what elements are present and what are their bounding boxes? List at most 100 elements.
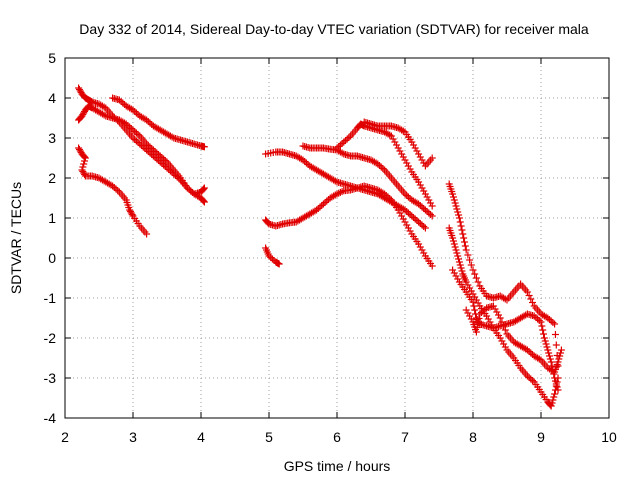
data-point <box>474 278 482 286</box>
data-point <box>450 196 458 204</box>
series-arc-d <box>75 144 151 238</box>
data-point <box>129 106 137 114</box>
data-point <box>382 192 390 199</box>
data-point <box>336 188 344 196</box>
data-point <box>449 237 457 245</box>
data-point <box>404 224 412 232</box>
data-point <box>79 111 87 118</box>
data-point <box>119 99 127 107</box>
data-point <box>406 211 414 218</box>
data-point <box>421 224 429 232</box>
data-point <box>126 123 134 131</box>
data-point <box>81 157 89 165</box>
data-point <box>408 138 416 146</box>
data-point <box>453 249 461 257</box>
data-point <box>496 314 504 322</box>
data-point <box>553 383 561 391</box>
data-point <box>301 158 309 165</box>
series-arc-c <box>109 94 208 151</box>
data-point <box>80 109 88 117</box>
data-point <box>158 160 166 167</box>
data-point <box>535 317 543 324</box>
x-tick-label: 5 <box>265 429 273 445</box>
data-point <box>155 151 162 158</box>
data-point <box>200 184 208 192</box>
data-point <box>302 159 310 167</box>
data-point <box>76 147 84 155</box>
data-point <box>551 374 559 382</box>
data-point <box>146 143 154 151</box>
data-point <box>540 334 548 342</box>
data-point <box>449 266 457 274</box>
data-point <box>529 377 536 384</box>
data-point <box>117 98 125 105</box>
data-point <box>374 160 382 168</box>
data-point <box>427 211 434 218</box>
y-tick-label: 3 <box>48 130 56 146</box>
y-tick-label: 4 <box>48 90 56 106</box>
series-arc-i <box>262 182 436 270</box>
data-point <box>458 267 466 275</box>
data-point <box>141 145 149 152</box>
data-point <box>549 396 557 404</box>
data-point <box>136 140 144 148</box>
data-point <box>464 309 472 317</box>
data-point <box>525 348 533 355</box>
data-point <box>466 256 474 264</box>
data-point <box>471 306 479 314</box>
series-arc-n <box>462 302 565 376</box>
data-point <box>421 190 429 198</box>
data-point <box>267 254 275 261</box>
data-point <box>500 322 508 330</box>
data-point <box>544 314 552 322</box>
data-point <box>413 217 421 224</box>
data-point <box>455 258 463 266</box>
data-point <box>386 195 394 202</box>
data-point <box>143 140 151 148</box>
data-point <box>401 190 409 198</box>
x-tick-label: 9 <box>537 429 545 445</box>
data-point <box>275 260 283 268</box>
data-point <box>338 140 346 147</box>
data-point <box>479 307 487 315</box>
data-point <box>452 202 460 210</box>
data-point <box>134 139 142 146</box>
data-point <box>473 316 481 323</box>
y-tick-label: -2 <box>44 330 57 346</box>
data-point <box>462 278 470 286</box>
data-point <box>75 84 83 92</box>
data-point <box>318 202 326 209</box>
data-point <box>535 355 543 363</box>
data-point <box>415 200 423 208</box>
data-point <box>472 274 480 282</box>
data-point <box>493 308 501 316</box>
data-point <box>418 184 426 192</box>
data-point <box>527 349 535 357</box>
data-point <box>168 133 176 141</box>
data-point <box>79 168 87 175</box>
data-point <box>404 162 412 170</box>
data-point <box>404 209 412 217</box>
series-arc-l <box>445 224 562 410</box>
data-point <box>78 112 86 120</box>
data-point <box>381 190 389 198</box>
data-point <box>132 109 140 117</box>
series-arc-j <box>262 244 283 268</box>
data-point <box>489 302 497 310</box>
data-point <box>403 192 411 199</box>
data-point <box>153 155 161 163</box>
data-point <box>387 132 395 140</box>
data-point <box>418 156 426 164</box>
data-point <box>549 319 557 326</box>
data-point <box>551 390 559 398</box>
data-point <box>425 209 433 217</box>
data-point <box>340 138 348 146</box>
data-point <box>547 402 555 410</box>
data-point <box>126 208 134 215</box>
data-point <box>144 142 152 149</box>
data-point <box>472 328 480 336</box>
data-point <box>158 154 166 161</box>
x-tick-label: 10 <box>601 429 617 445</box>
data-point <box>418 203 426 211</box>
